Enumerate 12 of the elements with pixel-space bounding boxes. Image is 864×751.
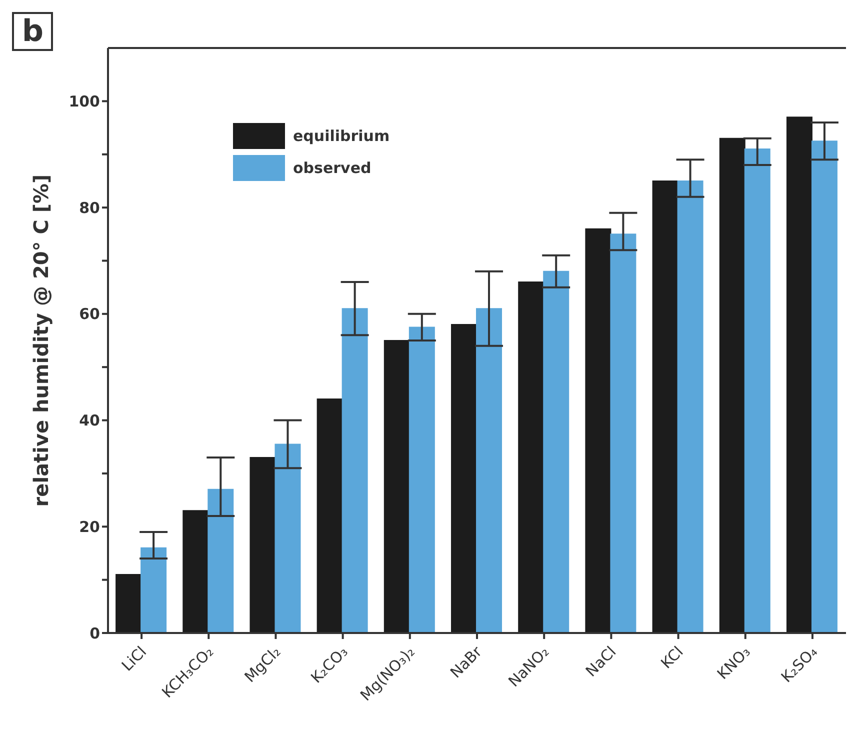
text: b: [12, 12, 54, 51]
y-tick-label: 0: [90, 624, 100, 642]
legend-label: observed: [293, 159, 372, 177]
y-tick-label: 40: [79, 412, 100, 430]
y-tick-label: 80: [79, 198, 100, 217]
y-tick-label: 100: [68, 92, 100, 111]
x-tick-label: LiCl: [118, 642, 150, 675]
y-tick-label: 20: [79, 518, 100, 536]
x-tick-label: KCl: [657, 642, 687, 672]
legend-label: equilibrium: [293, 127, 390, 145]
y-tick-label: 60: [79, 305, 100, 324]
y-axis-title: relative humidity @ 20° C [%]: [29, 174, 54, 507]
